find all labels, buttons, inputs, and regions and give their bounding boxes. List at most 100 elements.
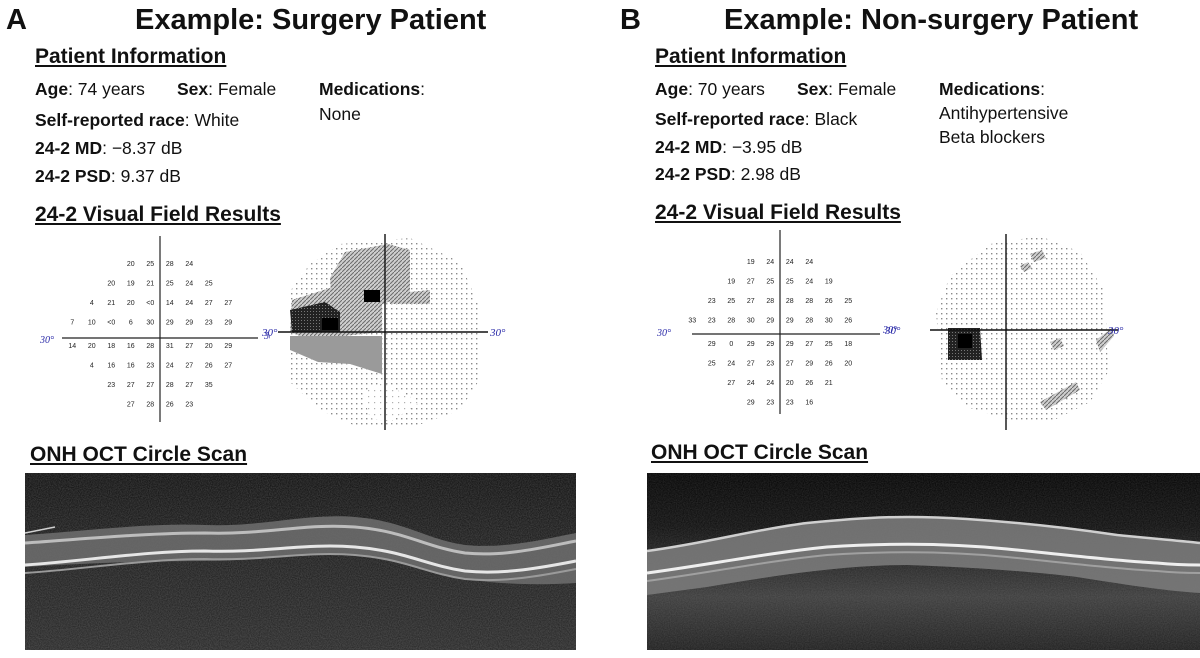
vf-value: 21 — [825, 380, 833, 387]
vf-value: 27 — [786, 361, 794, 368]
vf-value: 10 — [88, 320, 96, 327]
race-value: : Black — [804, 109, 858, 129]
age-label: Age — [35, 79, 69, 99]
vf-value: 35 — [205, 382, 213, 389]
vf-values: 20 25 28 24 20 19 21 25 24 25 4 21 20 <0 14 24 27 27 7 10 <0… — [68, 261, 232, 409]
degree-label-left: 30° — [39, 335, 54, 346]
degree-label-left: 30° — [656, 328, 671, 339]
md-label: 24-2 MD — [655, 137, 723, 157]
vf-defect-nasal — [1096, 328, 1114, 352]
vf-value: 21 — [107, 300, 115, 307]
patient-info-heading: Patient Information — [35, 45, 227, 68]
vf-value: 18 — [107, 343, 115, 350]
vf-lower-field — [362, 382, 420, 422]
vf-value: 26 — [805, 380, 813, 387]
vf-value: 20 — [127, 261, 135, 268]
vf-value: 23 — [107, 382, 115, 389]
vf-value: 28 — [786, 298, 794, 305]
vf-value: 7 — [70, 320, 74, 327]
vf-value: 20 — [88, 343, 96, 350]
vf-value: 28 — [166, 261, 174, 268]
panel-letter: B — [620, 4, 641, 36]
vf-value: 31 — [166, 343, 174, 350]
vf-value: 25 — [844, 298, 852, 305]
vf-value: 20 — [844, 361, 852, 368]
vf-value: 27 — [185, 363, 193, 370]
vf-value: <0 — [146, 300, 154, 307]
vf-greyscale-plot — [930, 234, 1118, 430]
vf-value: 20 — [786, 380, 794, 387]
md-line: 24-2 MD: −3.95 dB — [655, 137, 802, 158]
vf-value: 29 — [786, 318, 794, 325]
vf-value: 14 — [166, 300, 174, 307]
degree-label-grey-right: 30° — [490, 327, 506, 339]
vf-value: 28 — [166, 382, 174, 389]
panel-title: Example: Non-surgery Patient — [724, 4, 1139, 36]
vf-value: 29 — [166, 320, 174, 327]
psd-label: 24-2 PSD — [655, 164, 731, 184]
vf-scotoma — [364, 290, 380, 302]
psd-value: : 9.37 dB — [110, 166, 181, 186]
age-value: : 70 years — [688, 79, 765, 99]
vf-value: 27 — [747, 298, 755, 305]
degree-label-right: 30° — [882, 325, 897, 336]
psd-line: 24-2 PSD: 9.37 dB — [35, 166, 181, 187]
vf-value: 18 — [844, 341, 852, 348]
vf-value: 24 — [805, 279, 813, 286]
vf-value: 28 — [805, 318, 813, 325]
age-line: Age: 70 years — [655, 79, 765, 100]
psd-value: : 2.98 dB — [730, 164, 801, 184]
vf-value: 25 — [205, 281, 213, 288]
vf-value: 27 — [727, 380, 735, 387]
vf-value: 30 — [747, 318, 755, 325]
vf-value: 24 — [727, 361, 735, 368]
vf-value: 24 — [166, 363, 174, 370]
vf-value: 27 — [205, 300, 213, 307]
vf-value: 29 — [747, 341, 755, 348]
sex-label: Sex — [177, 79, 209, 99]
md-line: 24-2 MD: −8.37 dB — [35, 138, 182, 159]
vf-value: 27 — [747, 361, 755, 368]
vf-defect-superior — [1020, 262, 1032, 272]
vf-value: 24 — [805, 259, 813, 266]
vf-value: 19 — [127, 281, 135, 288]
vf-value: 24 — [786, 259, 794, 266]
vf-value: 30 — [825, 318, 833, 325]
vf-value: 19 — [747, 259, 755, 266]
md-label: 24-2 MD — [35, 138, 103, 158]
vf-value: 26 — [844, 318, 852, 325]
vf-value: 25 — [146, 261, 154, 268]
md-value: : −3.95 dB — [722, 137, 803, 157]
vf-value: 19 — [825, 279, 833, 286]
vf-heading: 24-2 Visual Field Results — [35, 203, 281, 226]
vf-greyscale-plot — [278, 234, 488, 430]
oct-scan-image — [647, 473, 1200, 650]
vf-value: 21 — [146, 281, 154, 288]
vf-scotoma — [322, 318, 338, 330]
vf-value: 24 — [185, 281, 193, 288]
vf-value: 29 — [786, 341, 794, 348]
vf-value: 23 — [708, 318, 716, 325]
vf-value: 27 — [805, 341, 813, 348]
vf-defect-superior — [1030, 250, 1046, 262]
panel-b: B Example: Non-surgery Patient Patient I… — [620, 0, 1200, 658]
medications-colon: : — [420, 79, 426, 99]
vf-value: 25 — [727, 298, 735, 305]
vf-value: 28 — [146, 402, 154, 409]
vf-value: 29 — [224, 320, 232, 327]
vf-value: 25 — [825, 341, 833, 348]
patient-info-heading: Patient Information — [655, 45, 847, 68]
oct-scan-image — [25, 473, 576, 650]
vf-numeric-plot: 30° 30° 19 24 24 24 19 27 25 25 24 19 23 25 27 28 28 28… — [656, 230, 897, 414]
vf-value: 26 — [166, 402, 174, 409]
vf-value: 26 — [825, 361, 833, 368]
panel-title: Example: Surgery Patient — [135, 4, 487, 36]
age-value: : 74 years — [68, 79, 145, 99]
degree-label-grey-left: 30° — [262, 327, 278, 339]
oct-scan-graphic — [25, 473, 576, 650]
vf-value: 27 — [185, 382, 193, 389]
medications-label: Medications — [939, 79, 1041, 99]
sex-label: Sex — [797, 79, 829, 99]
vf-value: 20 — [107, 281, 115, 288]
vf-value: 23 — [766, 400, 774, 407]
